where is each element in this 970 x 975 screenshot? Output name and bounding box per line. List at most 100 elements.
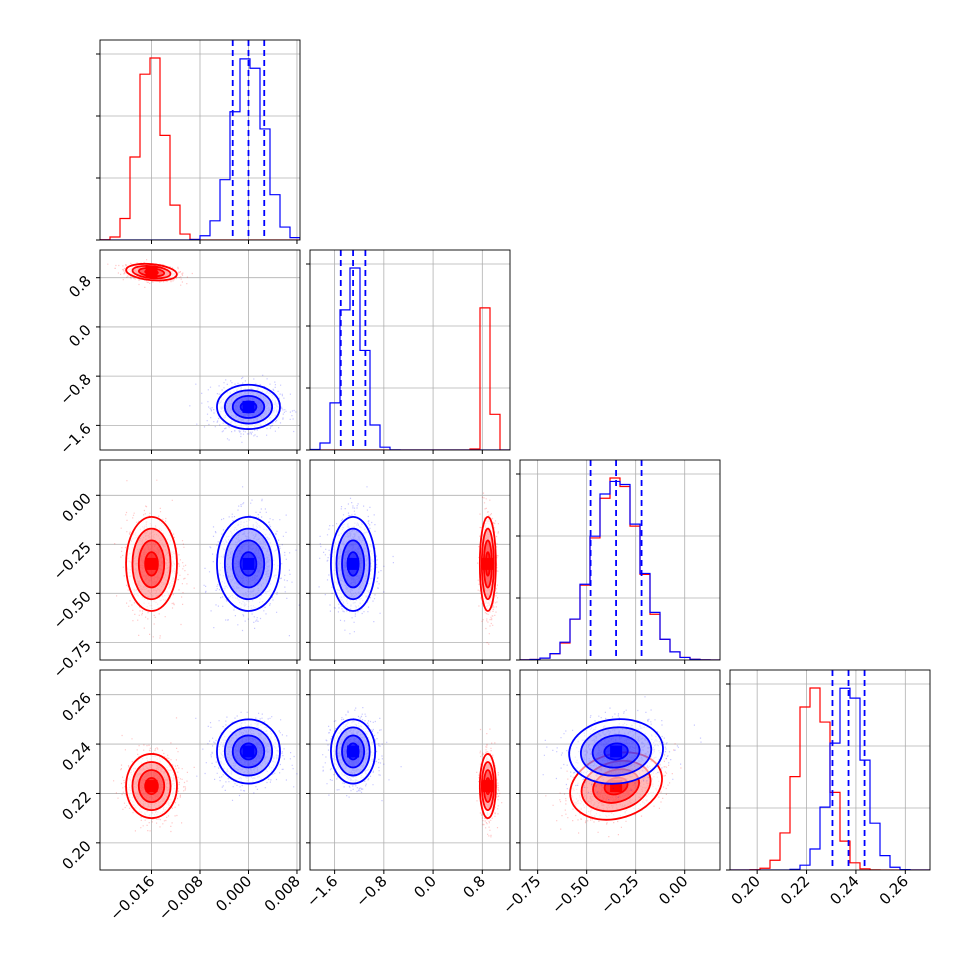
contour-line — [223, 389, 274, 425]
x-tick-label: 0.00 — [655, 872, 691, 908]
contour-line — [216, 515, 281, 612]
density-peak — [242, 745, 255, 758]
x-tick-label: −0.8 — [352, 872, 390, 910]
y-tick-label: 0.22 — [58, 788, 94, 824]
contour-line — [478, 753, 497, 820]
panel-3-1: −1.6 −0.8 0.0 0.8 — [303, 669, 511, 911]
contour-line — [231, 539, 266, 589]
x-tick-label: 0.8 — [460, 872, 490, 902]
density-peak — [145, 266, 158, 279]
panel-0-0 — [96, 39, 301, 244]
panel-3-2: −0.75 −0.50 −0.25 0.00 — [499, 669, 721, 917]
panel-2-0: −0.75−0.50−0.25 0.00 — [50, 459, 301, 682]
y-tick-label: 0.00 — [58, 489, 94, 525]
contour-line — [231, 734, 266, 769]
contour-line — [223, 527, 274, 601]
density-peak — [347, 557, 360, 570]
density-peak — [481, 780, 494, 793]
histogram-red — [100, 57, 300, 240]
panel-body — [100, 670, 300, 870]
panel-1-0: −1.6 −0.8 0.0 0.8 — [56, 249, 301, 458]
scatter-blue — [189, 374, 297, 443]
x-tick-label: 0.008 — [261, 872, 304, 915]
y-tick-label: −0.8 — [56, 370, 94, 408]
panel-frame — [309, 459, 511, 661]
panel-3-3: 0.20 0.22 0.24 0.26 — [726, 669, 931, 908]
contour-line — [216, 383, 281, 430]
contour-line — [137, 539, 166, 589]
contour-line — [216, 718, 281, 785]
density-peak — [347, 745, 360, 758]
y-tick-label: 0.26 — [58, 689, 94, 725]
density-peak — [481, 557, 494, 570]
contour-line — [335, 726, 371, 777]
histogram-red — [520, 477, 720, 660]
contour-line — [341, 539, 366, 589]
panel-1-1 — [306, 249, 511, 454]
y-tick-label: 0.8 — [65, 272, 95, 302]
y-tick-label: −0.50 — [50, 587, 95, 632]
density-peak — [145, 780, 158, 793]
y-tick-label: −0.25 — [50, 538, 95, 583]
contour-line — [579, 726, 653, 777]
histogram-blue — [310, 267, 510, 450]
x-tick-label: −0.25 — [597, 872, 642, 917]
contour-line — [125, 515, 178, 612]
panel-3-0: −0.016−0.008 0.000 0.008 0.20 0.22 0.24 0.26 — [58, 669, 304, 924]
contour-line — [330, 718, 377, 785]
histogram-blue — [520, 480, 720, 660]
panel-2-2 — [516, 459, 721, 664]
x-tick-label: −0.50 — [548, 872, 593, 917]
x-tick-label: 0.000 — [212, 872, 255, 915]
y-tick-label: −0.75 — [50, 636, 95, 681]
contour-line — [144, 777, 159, 795]
contour-line — [603, 742, 629, 761]
panel-body — [100, 250, 300, 450]
contour-line — [591, 734, 641, 769]
contour-line — [231, 394, 266, 419]
contour-line — [144, 551, 159, 577]
panel-frame — [729, 669, 931, 871]
panel-body — [310, 460, 510, 660]
density-peak — [610, 745, 623, 758]
contour-line — [341, 734, 366, 769]
contour-line — [330, 515, 377, 612]
histogram-blue — [730, 687, 930, 870]
panel-frame — [309, 669, 511, 871]
x-tick-label: −0.75 — [499, 872, 544, 917]
panel-body — [520, 670, 720, 870]
contour-line — [239, 742, 258, 761]
density-peak — [242, 400, 255, 413]
y-tick-label: 0.0 — [65, 321, 95, 351]
contour-line — [131, 527, 172, 601]
x-tick-label: −0.008 — [155, 872, 207, 924]
panel-body — [310, 250, 510, 450]
contour-line — [223, 726, 274, 777]
contour-line — [568, 718, 664, 785]
x-tick-label: −1.6 — [303, 872, 341, 910]
contour-line — [239, 551, 258, 577]
panel-body — [310, 670, 510, 870]
contour-line — [125, 262, 178, 282]
y-tick-label: −1.6 — [56, 419, 94, 457]
x-tick-label: 0.0 — [410, 872, 440, 902]
x-tick-label: 0.24 — [826, 872, 862, 908]
panel-frame — [519, 459, 721, 661]
x-tick-label: 0.26 — [876, 872, 912, 908]
histogram-blue — [100, 58, 300, 240]
contour-line — [478, 515, 497, 612]
density-peak — [145, 557, 158, 570]
panel-body — [520, 460, 720, 660]
panel-body — [100, 460, 300, 660]
panel-frame — [309, 249, 511, 451]
density-peak — [242, 557, 255, 570]
panel-body — [730, 670, 930, 870]
contour-line — [131, 761, 172, 812]
panel-2-1 — [306, 459, 511, 664]
histogram-red — [310, 307, 510, 450]
contour-line — [335, 527, 371, 601]
panel-frame — [519, 669, 721, 871]
y-tick-label: 0.24 — [58, 738, 94, 774]
